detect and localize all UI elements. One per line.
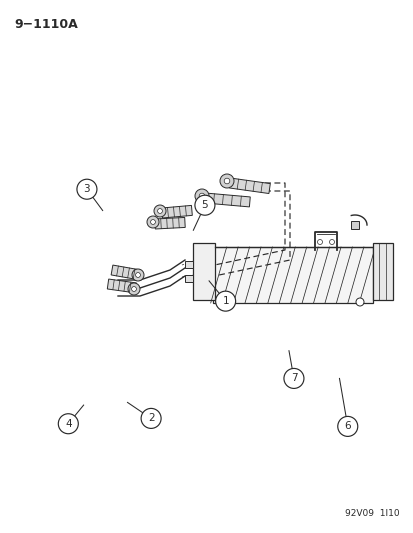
Circle shape — [195, 195, 214, 215]
Polygon shape — [107, 279, 136, 293]
Circle shape — [195, 189, 209, 203]
Bar — [212, 247, 372, 303]
Circle shape — [317, 239, 322, 245]
Text: 7: 7 — [290, 374, 297, 383]
Polygon shape — [154, 217, 185, 229]
Circle shape — [135, 272, 140, 277]
Circle shape — [329, 239, 334, 245]
Circle shape — [58, 414, 78, 434]
Circle shape — [215, 291, 235, 311]
Text: 1: 1 — [222, 296, 228, 306]
Circle shape — [337, 416, 357, 437]
Polygon shape — [204, 193, 250, 207]
Text: 6: 6 — [344, 422, 350, 431]
Bar — [185, 261, 192, 268]
Circle shape — [132, 269, 144, 281]
Circle shape — [157, 208, 162, 213]
Circle shape — [141, 408, 161, 429]
Circle shape — [219, 174, 233, 188]
Circle shape — [224, 178, 229, 184]
Text: 9−1110A: 9−1110A — [14, 18, 78, 31]
Text: 4: 4 — [65, 419, 71, 429]
Circle shape — [283, 368, 303, 389]
Circle shape — [128, 283, 140, 295]
Bar — [185, 275, 192, 282]
Bar — [350, 221, 358, 229]
Circle shape — [77, 179, 97, 199]
Polygon shape — [161, 205, 192, 218]
Text: 5: 5 — [201, 200, 208, 210]
Circle shape — [199, 193, 204, 199]
Text: 2: 2 — [147, 414, 154, 423]
Bar — [192, 243, 214, 300]
Polygon shape — [111, 265, 140, 280]
Circle shape — [147, 216, 159, 228]
Text: 3: 3 — [83, 184, 90, 194]
Bar — [372, 243, 392, 300]
Circle shape — [150, 220, 155, 224]
Text: 92V09  1I10: 92V09 1I10 — [344, 509, 399, 518]
Circle shape — [154, 205, 166, 217]
Circle shape — [355, 298, 363, 306]
Polygon shape — [229, 178, 270, 193]
Circle shape — [131, 287, 136, 292]
